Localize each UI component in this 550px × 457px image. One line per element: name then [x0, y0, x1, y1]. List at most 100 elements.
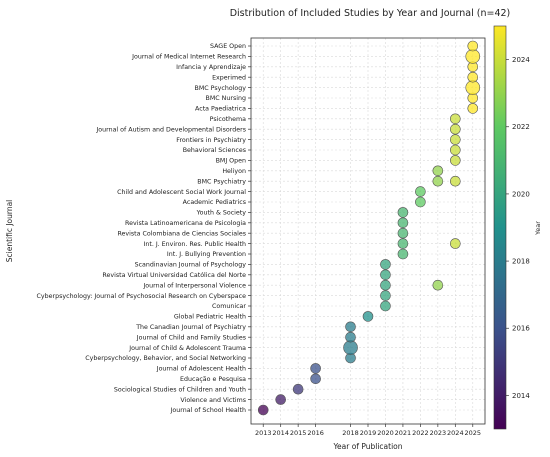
y-tick-label: Global Pediatric Health [174, 314, 246, 321]
x-tick-label: 2014 [272, 429, 289, 437]
data-point [397, 217, 409, 229]
y-tick-label: Heliyon [222, 168, 246, 175]
y-tick-label: BMC Psychology [195, 85, 247, 92]
data-point [432, 279, 444, 291]
colorbar-tick-label: 2014 [512, 392, 530, 400]
grid-layer [251, 38, 485, 424]
y-tick-label: Sociological Studies of Children and You… [114, 386, 246, 393]
plot-frame [250, 37, 486, 425]
y-tick-label: Journal of Adolescent Health [156, 366, 246, 373]
y-tick-label: BMJ Open [216, 158, 246, 165]
colorbar-tick-label: 2016 [512, 325, 530, 333]
x-tick-label: 2020 [377, 429, 394, 437]
data-points [257, 40, 481, 416]
x-tick-label: 2018 [342, 429, 359, 437]
y-tick-label: Youth & Society [196, 210, 247, 217]
y-tick-label: Acta Paediatrica [195, 106, 246, 113]
x-tick-label: 2022 [412, 429, 429, 437]
x-tick-label: 2021 [395, 429, 412, 437]
x-tick-label: 2025 [465, 429, 482, 437]
y-tick-label: Revista Latinoamericana de Psicologia [125, 220, 246, 227]
data-point [450, 113, 461, 125]
y-tick-label: Journal of Child & Adolescent Trauma [128, 345, 246, 352]
x-tick-label: 2013 [255, 429, 272, 437]
y-tick-label: Comunicar [212, 303, 246, 310]
y-tick-label: Psicothema [210, 116, 246, 123]
data-point [397, 238, 409, 249]
data-point [292, 383, 304, 395]
data-point [415, 196, 426, 208]
y-tick-label: Journal of School Health [170, 407, 246, 414]
y-tick-label: Int. J. Bullying Prevention [167, 251, 246, 258]
y-tick-label: BMC Nursing [206, 95, 246, 102]
y-tick-label: Behavioral Sciences [183, 147, 246, 154]
y-tick-label: SAGE Open [210, 43, 246, 50]
x-tick-label: 2024 [447, 429, 464, 437]
y-tick-label: Frontiers in Psychiatry [176, 137, 246, 144]
data-point [310, 373, 321, 385]
x-tick-label: 2019 [360, 429, 377, 437]
colorbar-tick-label: 2022 [512, 123, 530, 131]
data-point [432, 165, 444, 177]
colorbar-tick-label: 2018 [512, 257, 530, 265]
chart-title: Distribution of Included Studies by Year… [230, 8, 511, 19]
y-tick-label: Int. J. Environ. Res. Public Health [144, 241, 247, 248]
y-tick-label: Educação e Pesquisa [180, 376, 246, 383]
y-tick-label: Child and Adolescent Social Work Journal [117, 189, 246, 196]
y-tick-label: Revista Virtual Universidad Católica del… [102, 271, 246, 279]
y-tick-label: Scandinavian Journal of Psychology [135, 262, 247, 269]
data-point [450, 155, 461, 166]
data-point [432, 175, 444, 187]
data-point [465, 80, 481, 95]
data-point [345, 331, 356, 343]
x-tick-labels: 2013 2014 2015 2016 2018 2019 2020 2021 2022 2023… [255, 424, 481, 437]
data-point [467, 103, 479, 114]
y-tick-label: Cyberpsychology: Journal of Psychosocial… [37, 293, 247, 300]
y-tick-label: Journal of Medical Internet Research [131, 54, 246, 61]
y-tick-label: Journal of Interpersonal Violence [142, 282, 246, 289]
x-tick-label: 2023 [430, 429, 447, 437]
colorbar-tick-label: 2020 [512, 190, 530, 198]
data-point [362, 311, 374, 322]
y-tick-label: Infancia y Aprendizaje [176, 64, 246, 71]
colorbar [493, 25, 507, 430]
colorbar-tick-label: 2024 [512, 56, 530, 64]
colorbar-label: Year [534, 221, 542, 236]
data-point [380, 259, 391, 270]
data-point [380, 290, 391, 301]
data-point [275, 394, 286, 405]
data-point [380, 300, 391, 312]
data-point [467, 40, 479, 52]
data-point [397, 227, 409, 239]
y-tick-label: Journal of Child and Family Studies [136, 334, 246, 341]
y-tick-label: Journal of Autism and Developmental Diso… [95, 126, 246, 133]
data-point [467, 71, 479, 83]
y-axis-label: Scientific Journal [5, 200, 14, 263]
data-point [450, 238, 461, 249]
data-point [380, 269, 391, 281]
data-point [397, 207, 409, 218]
x-axis-label: Year of Publication [332, 442, 402, 451]
x-tick-label: 2016 [307, 429, 324, 437]
data-point [450, 144, 461, 156]
y-tick-labels: Journal of School Health Violence and Vic… [37, 43, 251, 414]
data-point [310, 363, 321, 374]
x-tick-label: 2015 [290, 429, 307, 437]
data-point [380, 279, 391, 291]
data-point [343, 340, 358, 355]
colorbar-ticks: 2014 2016 2018 2020 2022 2024 [506, 56, 530, 400]
data-point [450, 123, 461, 135]
y-tick-label: Experimed [212, 74, 246, 81]
data-point [397, 248, 409, 260]
data-point [257, 404, 269, 416]
data-point [450, 134, 461, 145]
data-point [450, 175, 461, 187]
y-tick-label: The Canadian Journal of Psychiatry [135, 324, 246, 331]
y-tick-label: Revista Colombiana de Ciencias Sociales [117, 230, 246, 237]
data-point [465, 49, 481, 64]
y-tick-label: Academic Pediatrics [183, 199, 246, 206]
data-point [345, 321, 356, 333]
y-tick-label: BMC Psychiatry [197, 178, 246, 185]
